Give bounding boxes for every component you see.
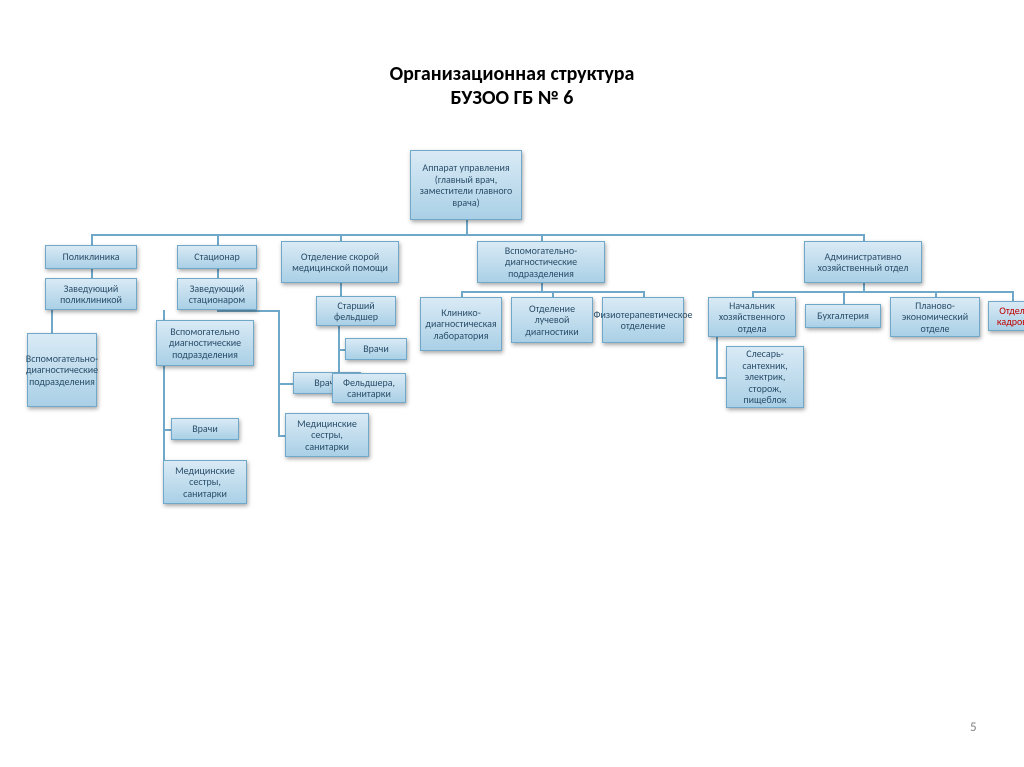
org-node-slesar: Слесарь-сантехник, электрик, сторож, пищ…	[726, 346, 804, 408]
page-number: 5	[970, 720, 977, 735]
org-node-admin: Административно хозяйственный отдел	[804, 241, 922, 283]
org-node-luch: Отделение лучевой диагностики	[511, 297, 593, 343]
org-node-medses_polik: Медицинские сестры, санитарки	[163, 460, 247, 504]
org-node-nach_hoz: Начальник хозяйственного отдела	[708, 297, 796, 337]
org-node-vspom_stac: Вспомогательно диагностические подраздел…	[156, 320, 254, 366]
org-node-buh: Бухгалтерия	[805, 304, 881, 328]
org-node-kadr: Отдел кадров	[988, 301, 1024, 331]
org-node-zav_stac: Заведующий стационаром	[177, 278, 257, 310]
chart-title-line1: Организационная структура	[0, 62, 1024, 86]
org-node-root: Аппарат управления (главный врач, замест…	[410, 150, 522, 220]
org-node-vspom_polik: Вспомогательно-диагностические подраздел…	[27, 333, 97, 407]
org-node-vrachi_polik: Врачи	[171, 418, 239, 440]
org-node-kdl: Клинико-диагностическая лаборатория	[420, 297, 502, 351]
org-node-zav_polik: Заведующий поликлиникой	[45, 278, 137, 310]
org-node-plan: Планово-экономический отделе	[890, 297, 980, 337]
org-node-st_feld: Старший фельдшер	[316, 296, 396, 326]
org-node-feld_san: Фельдшера, санитарки	[332, 373, 406, 403]
org-node-skoraya: Отделение скорой медицинской помощи	[281, 241, 399, 283]
chart-title-line2: БУЗОО ГБ № 6	[0, 86, 1024, 110]
org-node-physio: Физиотерапевтическое отделение	[602, 297, 684, 343]
org-node-vrachi_sk: Врачи	[345, 338, 407, 360]
org-node-polik: Поликлиника	[45, 245, 137, 269]
org-node-medses_stac: Медицинские сестры, санитарки	[285, 413, 369, 457]
org-node-stac: Стационар	[177, 245, 257, 269]
org-node-vspom: Вспомогательно-диагностические подраздел…	[477, 241, 605, 283]
